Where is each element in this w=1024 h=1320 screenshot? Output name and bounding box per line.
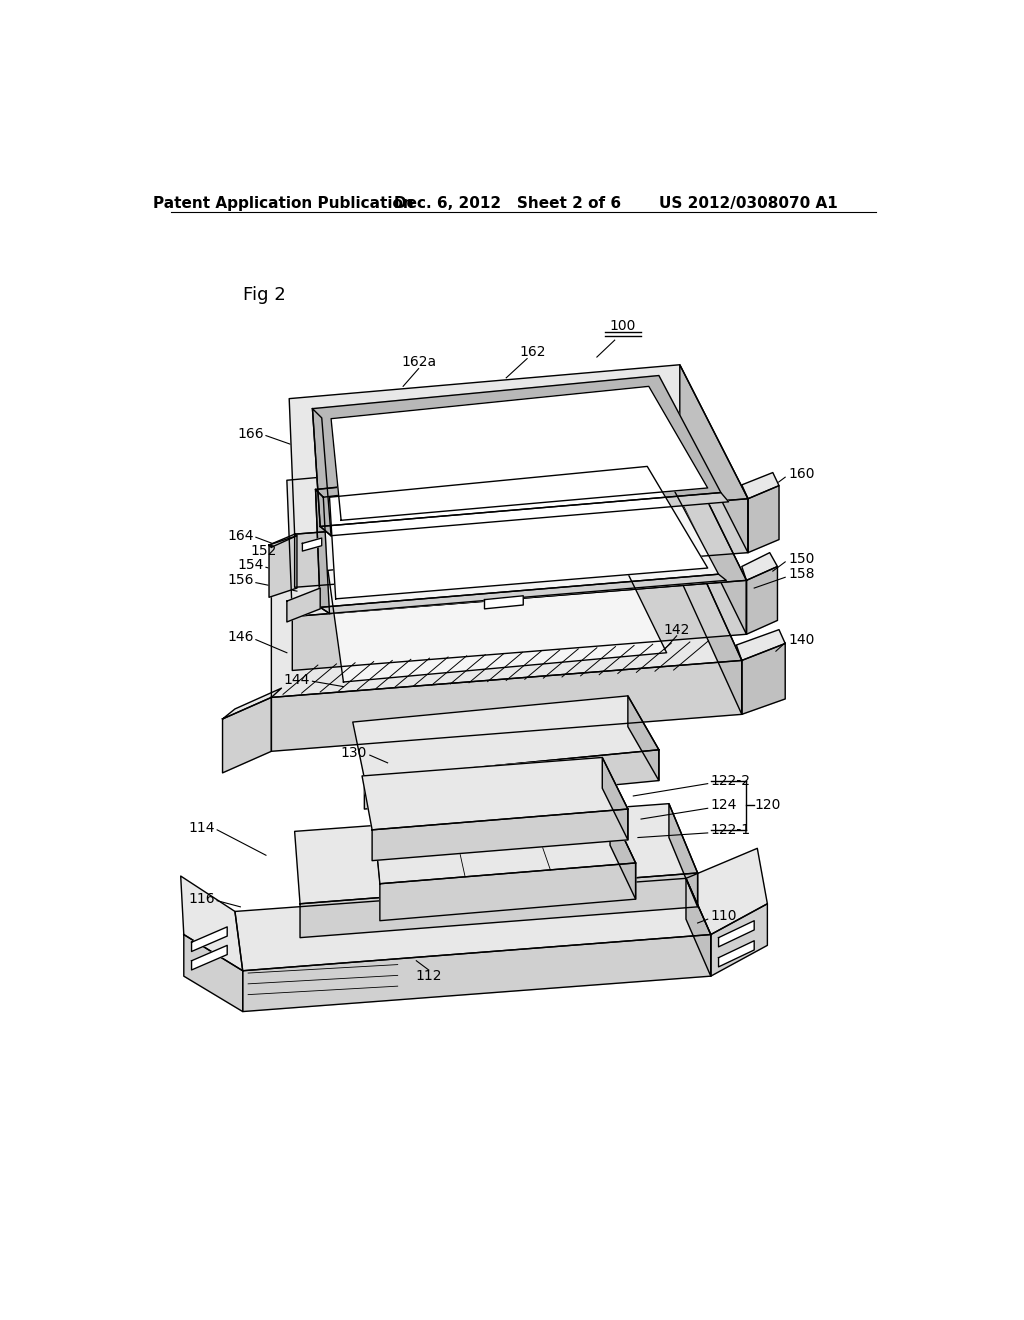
Polygon shape [711,904,767,977]
Polygon shape [741,644,785,714]
Polygon shape [287,589,321,622]
Text: Patent Application Publication: Patent Application Publication [153,195,414,211]
Text: 160: 160 [788,467,815,480]
Text: 162a: 162a [401,355,436,370]
Polygon shape [719,921,755,946]
Polygon shape [746,566,777,635]
Text: 120: 120 [755,799,780,812]
Polygon shape [748,486,779,553]
Text: 154: 154 [238,558,263,572]
Polygon shape [315,451,667,498]
Text: 130: 130 [340,746,367,760]
Polygon shape [271,524,741,697]
Polygon shape [362,758,628,830]
Text: 140: 140 [788,632,815,647]
Text: 124: 124 [711,799,737,812]
Text: 152: 152 [251,544,276,558]
Polygon shape [191,927,227,952]
Text: 114: 114 [188,821,215,836]
Polygon shape [243,935,711,1011]
Text: Dec. 6, 2012   Sheet 2 of 6: Dec. 6, 2012 Sheet 2 of 6 [394,195,622,211]
Polygon shape [321,574,726,614]
Polygon shape [191,945,227,970]
Text: 116: 116 [188,892,215,906]
Polygon shape [312,409,331,536]
Polygon shape [680,524,741,714]
Polygon shape [686,849,767,935]
Text: 164: 164 [227,529,254,543]
Text: 158: 158 [788,568,815,581]
Polygon shape [315,490,330,614]
Polygon shape [719,941,755,966]
Polygon shape [295,499,748,587]
Polygon shape [312,376,721,527]
Text: 122-1: 122-1 [711,822,751,837]
Polygon shape [741,473,779,499]
Polygon shape [302,539,322,552]
Polygon shape [686,878,711,977]
Text: 110: 110 [711,909,737,923]
Text: 146: 146 [227,631,254,644]
Polygon shape [736,630,785,660]
Polygon shape [330,466,708,599]
Polygon shape [287,445,746,616]
Text: 122-2: 122-2 [711,774,751,788]
Polygon shape [331,387,708,520]
Text: 150: 150 [788,552,815,566]
Polygon shape [484,595,523,609]
Polygon shape [365,750,658,809]
Polygon shape [289,364,748,535]
Polygon shape [321,492,729,536]
Polygon shape [315,457,719,607]
Polygon shape [741,553,777,581]
Polygon shape [269,536,297,598]
Polygon shape [292,581,746,671]
Text: 144: 144 [284,673,310,688]
Polygon shape [300,873,697,937]
Text: 142: 142 [664,623,690,636]
Polygon shape [372,809,628,861]
Text: US 2012/0308070 A1: US 2012/0308070 A1 [658,195,838,211]
Polygon shape [222,688,282,719]
Polygon shape [234,878,711,970]
Polygon shape [295,804,697,904]
Polygon shape [183,935,243,1011]
Text: 100: 100 [609,319,636,333]
Polygon shape [375,809,636,884]
Polygon shape [680,445,746,635]
Polygon shape [271,660,741,751]
Polygon shape [269,535,297,548]
Polygon shape [328,543,667,682]
Text: 112: 112 [416,969,442,983]
Polygon shape [610,809,636,899]
Polygon shape [222,697,271,774]
Polygon shape [669,804,697,907]
Polygon shape [680,364,748,553]
Polygon shape [628,696,658,780]
Polygon shape [602,758,628,840]
Polygon shape [352,696,658,779]
Text: 162: 162 [519,346,546,359]
Text: 156: 156 [227,573,254,587]
Text: Fig 2: Fig 2 [243,286,286,305]
Text: 166: 166 [237,428,263,441]
Polygon shape [380,863,636,921]
Polygon shape [180,876,243,970]
